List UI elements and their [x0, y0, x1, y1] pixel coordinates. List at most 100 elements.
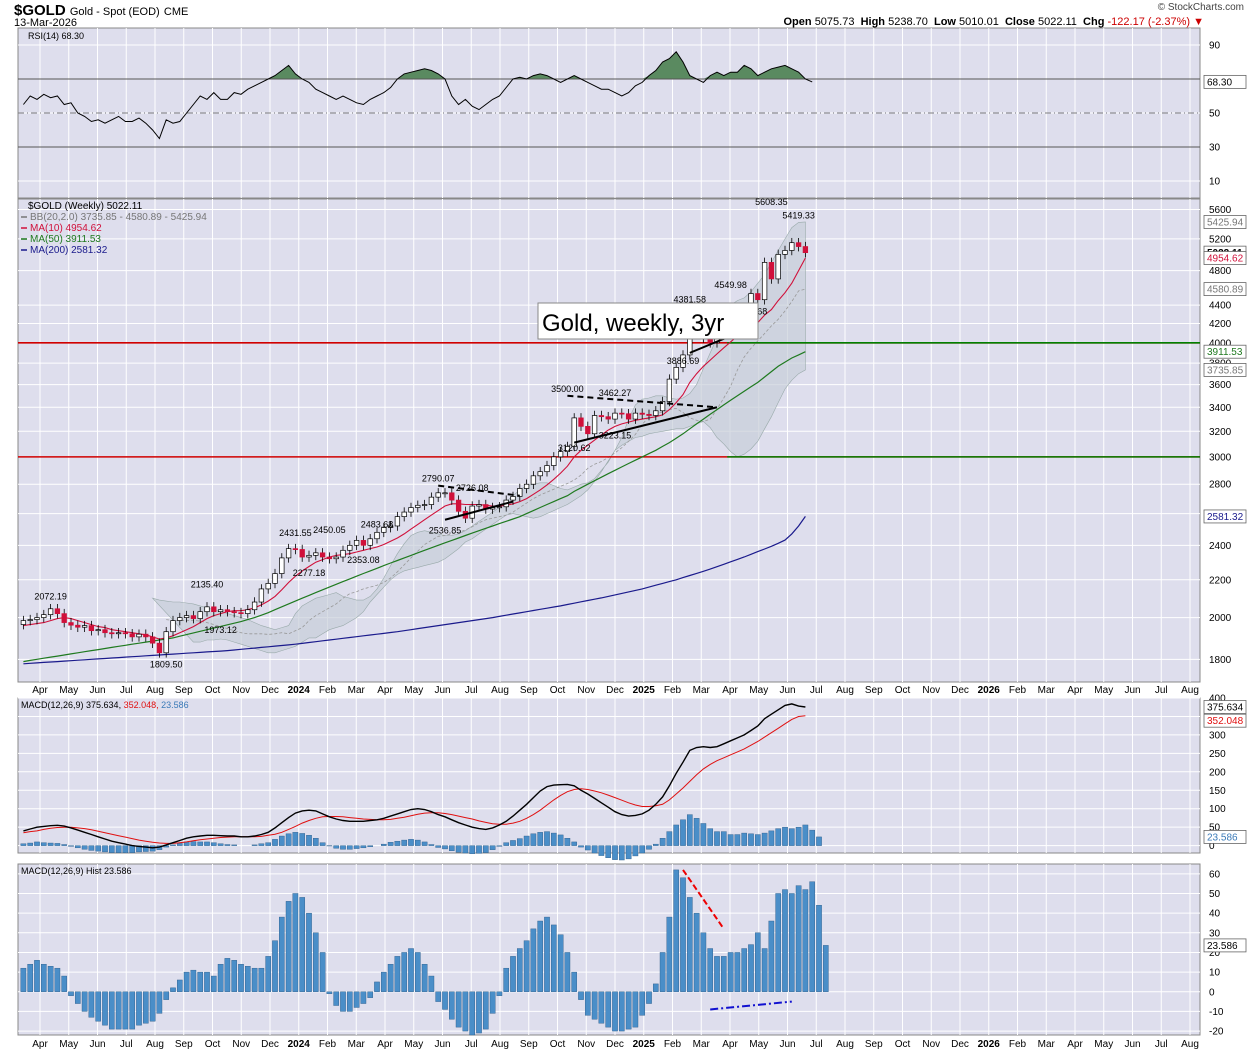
triangle-upper-dashed-line: [567, 394, 718, 409]
x-tick-label: Apr: [377, 685, 393, 696]
price-value-box: 5425.94: [1203, 215, 1247, 229]
rsi-overbought-fill: [23, 51, 813, 79]
macd-hist-bar: [299, 833, 306, 846]
hist-bar: [591, 991, 598, 1020]
hist-bar: [789, 893, 795, 992]
macd-hist-bar: [360, 845, 367, 849]
candle-body: [47, 608, 54, 615]
candle-body: [347, 544, 353, 551]
macd-hist-bar: [136, 845, 142, 853]
macd-hist-bar: [347, 845, 353, 850]
macd-hist-bar: [415, 839, 421, 846]
value-box-text: 23.586: [1207, 832, 1238, 843]
value-box-frame: [1203, 700, 1247, 714]
price-label: 2135.40: [191, 580, 224, 590]
macd-hist-bar: [605, 845, 611, 858]
hist-bar: [619, 991, 625, 1032]
x-tick-label: Sep: [520, 685, 538, 696]
hist-bar: [204, 971, 210, 992]
y-tick-label: 1800: [1209, 655, 1232, 666]
price-label: 1809.50: [150, 659, 183, 669]
hist-bar: [374, 981, 380, 992]
hist-bar: [360, 991, 367, 1004]
x-tick-label: Apr: [722, 1039, 738, 1050]
candle-body: [442, 492, 448, 495]
x-tick-label: 2024: [288, 685, 311, 696]
candle-body: [612, 412, 618, 420]
macd-hist-bar: [428, 844, 435, 846]
candle-body: [177, 617, 183, 621]
hist-bar: [768, 920, 775, 992]
hist-bar: [272, 940, 278, 992]
value-box-text: 375.634: [1207, 702, 1244, 713]
candle-body: [231, 611, 237, 614]
price-label: 3223.15: [599, 430, 632, 440]
hist-bar: [306, 912, 312, 992]
hist-bar: [612, 991, 618, 1032]
macd-hist-bar: [272, 839, 278, 846]
candle-body: [768, 262, 775, 280]
y-tick-label: 60: [1209, 869, 1221, 880]
chg-value: -122.17 (-2.37%): [1107, 16, 1191, 28]
candle-body: [428, 496, 435, 505]
candle-body: [95, 629, 101, 632]
x-tick-label: 2025: [633, 1039, 656, 1050]
hist-bar: [149, 991, 156, 1022]
candle-body: [68, 622, 74, 626]
macd-hist-bar: [489, 845, 496, 850]
hist-bar: [367, 991, 374, 998]
macd-hist-bar: [442, 845, 448, 850]
x-tick-label: Nov: [922, 685, 940, 696]
macd-hist-bar: [517, 838, 523, 846]
x-tick-label: Feb: [664, 685, 682, 696]
hist-bar: [285, 901, 292, 992]
hist-bar: [530, 928, 537, 992]
candle-body: [279, 557, 285, 574]
annotation-frame: [537, 302, 759, 340]
hist-x-axis: Apr May Jun Jul Aug Sep Oct Nov Dec 2024 Feb Mar Apr…: [32, 1039, 1199, 1050]
x-tick-label: May: [404, 685, 423, 696]
macd-hist-bar: [653, 843, 659, 846]
macd-hist-bar: [387, 842, 394, 846]
low-label: Low: [933, 16, 956, 28]
x-tick-label: Sep: [520, 1039, 538, 1050]
hist-bar: [41, 964, 47, 992]
macd-legend-part: 352.048,: [124, 700, 162, 710]
macd-hist-bar: [381, 843, 387, 846]
candle-body: [258, 588, 265, 603]
candle-body: [517, 488, 523, 497]
hist-bar: [782, 889, 788, 992]
hist-bar: [605, 991, 611, 1028]
y-tick-label: 250: [1209, 749, 1226, 760]
y-tick-label: 200: [1209, 767, 1226, 778]
candle-body: [272, 573, 278, 584]
bollinger-band-fill: [151, 221, 806, 654]
candle-body: [557, 451, 564, 458]
candle-body: [761, 262, 768, 301]
x-tick-label: Jun: [779, 1039, 795, 1050]
x-tick-label: Dec: [606, 685, 624, 696]
price-value-box: 3911.53: [1203, 344, 1247, 359]
hist-bar: [435, 991, 442, 1002]
candle-body: [591, 415, 598, 435]
candle-body: [632, 412, 639, 420]
candle-body: [156, 642, 163, 654]
price-value-box: 4954.62: [1203, 251, 1247, 265]
x-tick-label: Feb: [1009, 685, 1027, 696]
value-box-text: 4954.62: [1207, 254, 1244, 265]
hist-bar: [693, 912, 700, 992]
value-box-frame: [1203, 830, 1247, 844]
x-tick-label: Mar: [348, 1039, 366, 1050]
hist-panel-y-axis: -20 -10 0 10 20 30 40 50 60: [18, 869, 1224, 1038]
macd-hist-bar: [251, 844, 258, 846]
candle-body: [163, 631, 169, 654]
y-tick-label: -20: [1209, 1027, 1224, 1038]
x-tick-label: May: [404, 1039, 423, 1050]
candle-body: [197, 611, 203, 619]
x-tick-label: Jul: [465, 685, 478, 696]
macd-hist-bar: [741, 832, 747, 846]
hist-bars: [20, 869, 829, 1036]
candle-body: [510, 496, 516, 501]
candle-body: [530, 475, 537, 485]
